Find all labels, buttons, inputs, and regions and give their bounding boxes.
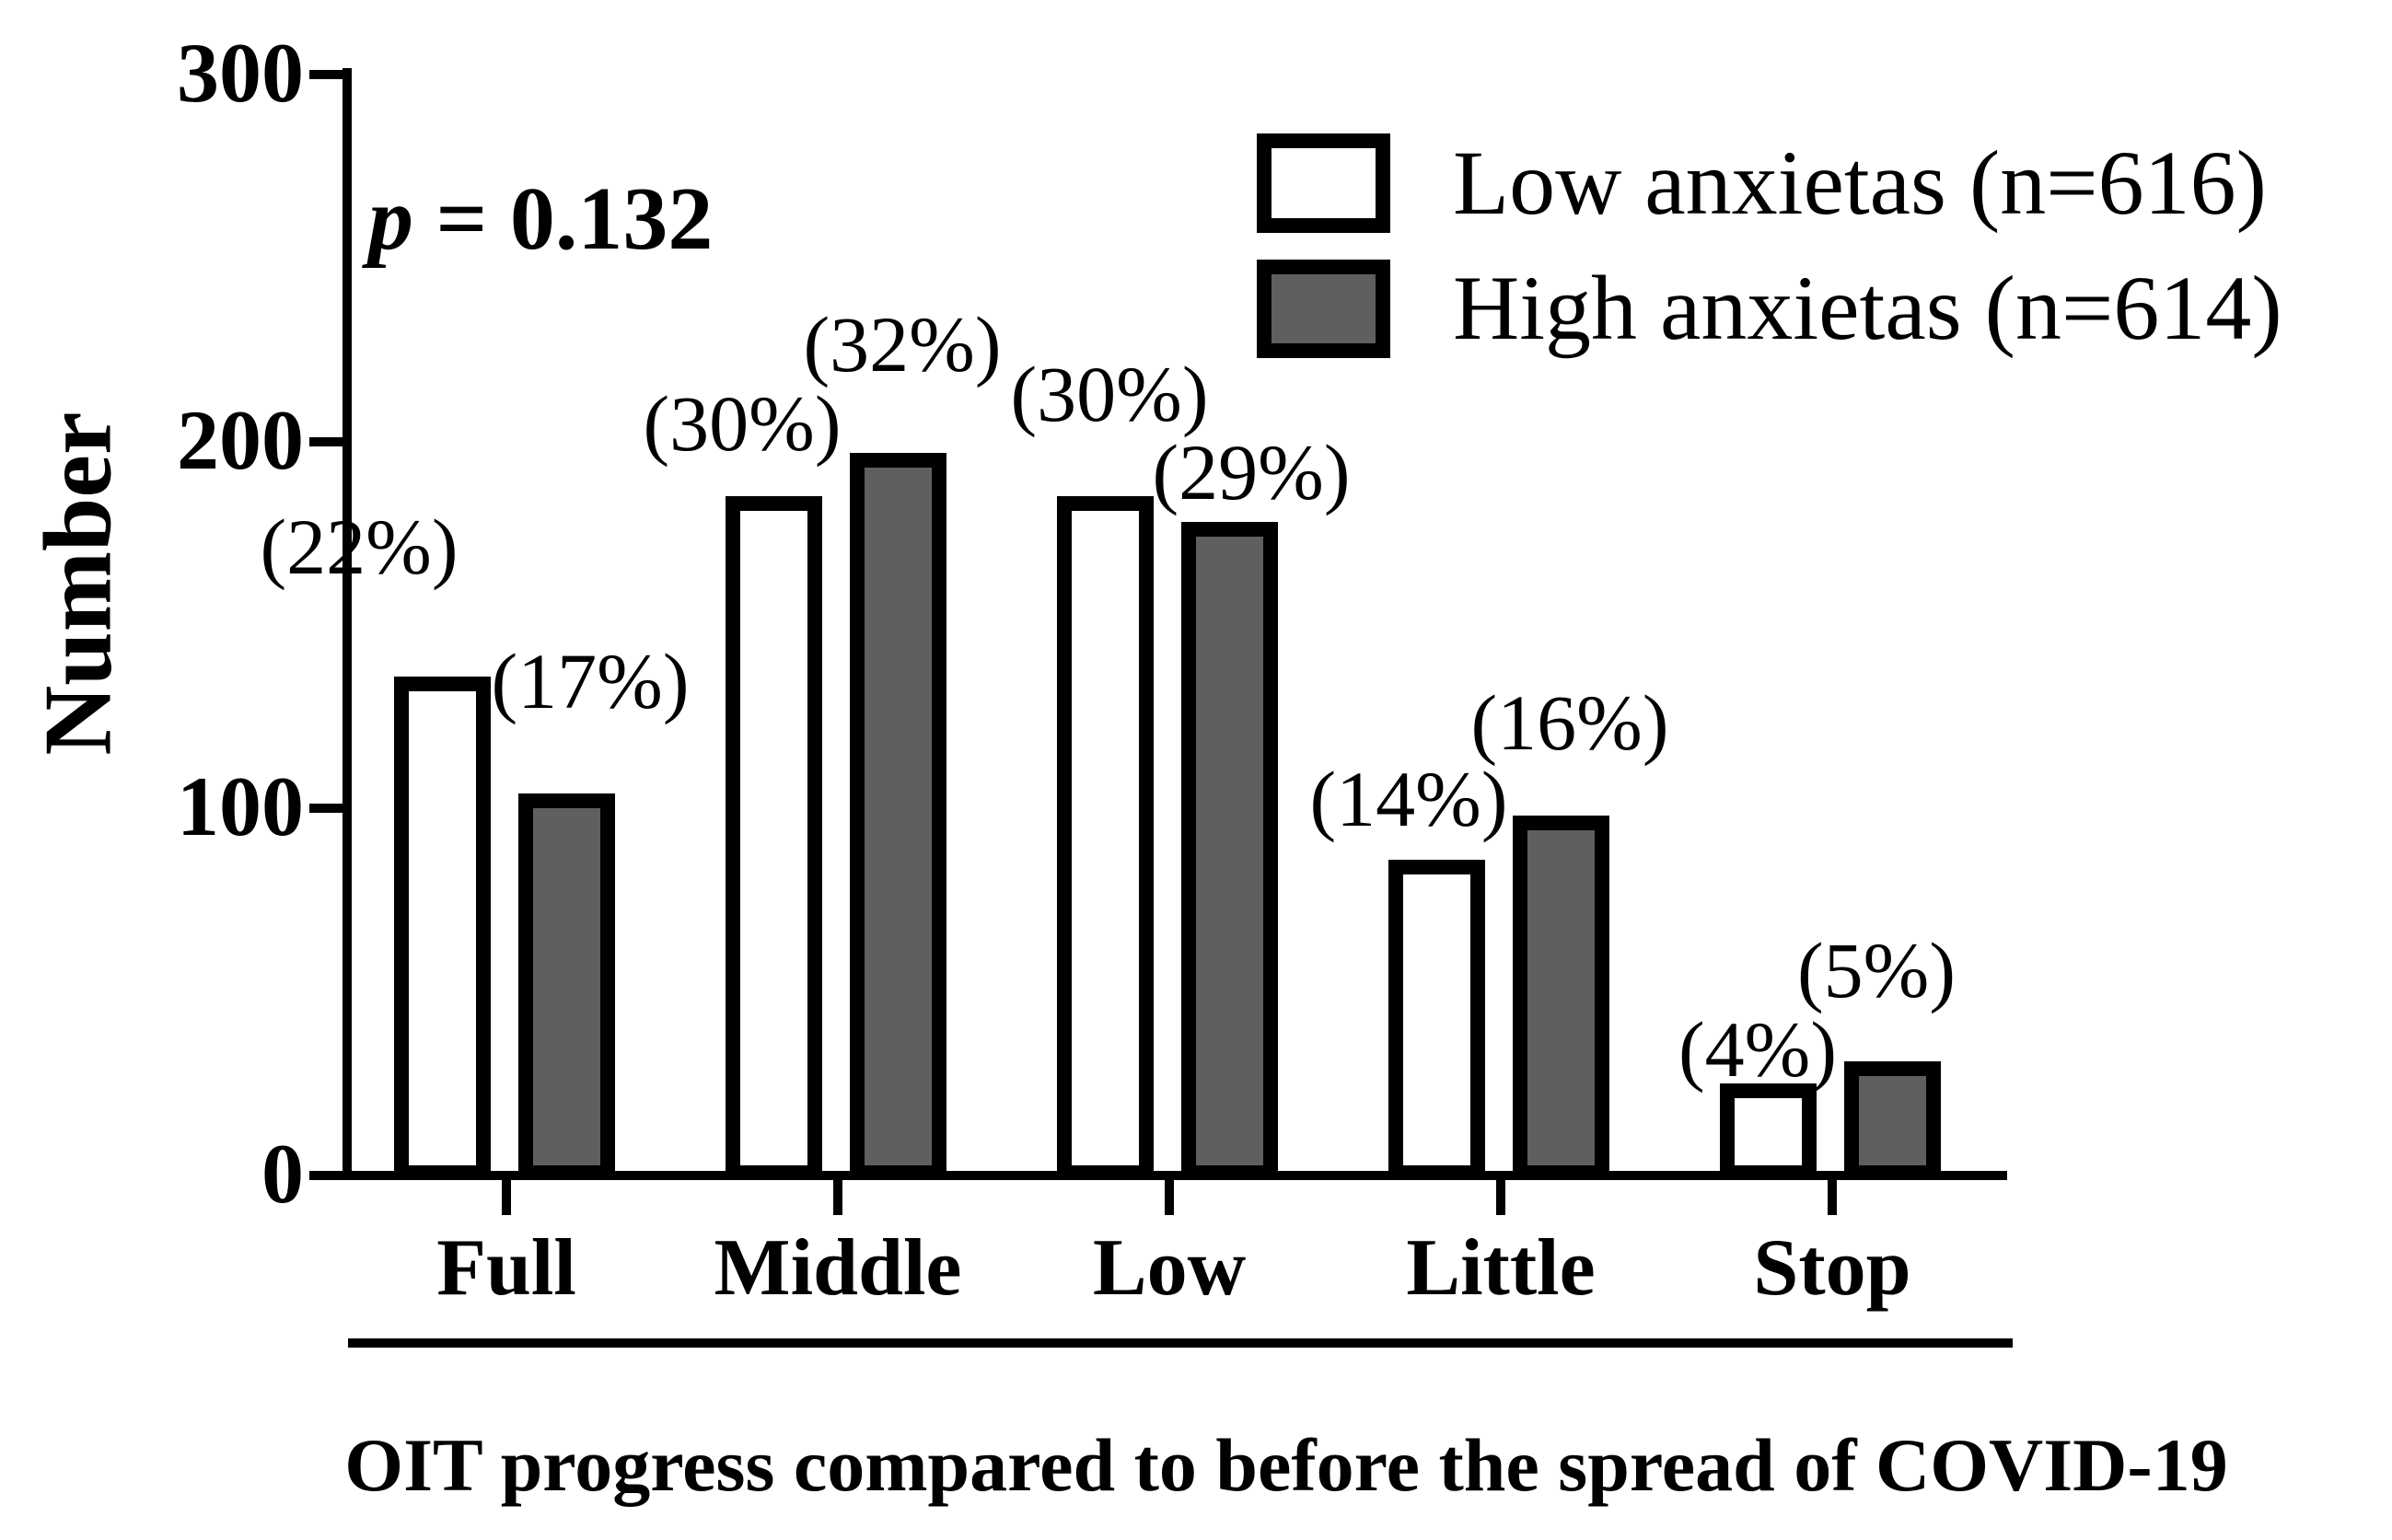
percent-label-high-anxietas-low: (29%) <box>1152 428 1351 516</box>
x-tick <box>1496 1180 1505 1215</box>
bar-low-anxietas-full <box>394 676 491 1180</box>
x-axis-category-label: Full <box>436 1223 576 1313</box>
legend-label-low-anxietas: Low anxietas (n=616) <box>1453 132 2267 234</box>
percent-label-low-anxietas-middle: (30%) <box>643 379 842 468</box>
y-tick <box>309 436 343 446</box>
percent-label-high-anxietas-stop: (5%) <box>1797 926 1956 1014</box>
x-axis-separator-line <box>348 1338 2013 1348</box>
y-tick <box>309 69 343 79</box>
bar-low-anxietas-stop <box>1720 1083 1817 1180</box>
p-symbol: p <box>368 169 413 269</box>
y-tick-label: 200 <box>177 392 304 487</box>
y-axis-title: Number <box>23 411 132 756</box>
bar-high-anxietas-stop <box>1844 1061 1941 1180</box>
p-value-annotation: p = 0.132 <box>368 174 713 264</box>
x-axis-title: OIT progress compared to before the spre… <box>344 1423 2228 1507</box>
bar-low-anxietas-low <box>1057 496 1154 1180</box>
x-axis-category-label: Middle <box>714 1223 962 1313</box>
bar-high-anxietas-low <box>1181 522 1278 1180</box>
x-axis-category-label: Little <box>1406 1223 1596 1313</box>
percent-label-high-anxietas-full: (17%) <box>491 637 690 725</box>
y-tick <box>309 804 343 814</box>
bar-high-anxietas-full <box>518 793 615 1180</box>
legend-swatch-low-anxietas <box>1257 133 1390 233</box>
legend-swatch-high-anxietas <box>1257 260 1390 358</box>
percent-label-low-anxietas-little: (14%) <box>1309 755 1508 843</box>
x-tick <box>833 1180 842 1215</box>
y-tick-label: 300 <box>177 26 304 121</box>
bar-high-anxietas-middle <box>850 452 946 1180</box>
percent-label-low-anxietas-low: (30%) <box>1010 350 1209 438</box>
percent-label-low-anxietas-full: (22%) <box>260 503 459 591</box>
y-tick <box>309 1171 343 1180</box>
x-tick <box>1165 1180 1174 1215</box>
bar-high-anxietas-little <box>1513 816 1609 1180</box>
legend-label-high-anxietas: High anxietas (n=614) <box>1453 257 2282 359</box>
x-axis-category-label: Low <box>1092 1223 1247 1313</box>
y-tick-label: 100 <box>177 759 304 854</box>
bar-low-anxietas-middle <box>726 496 822 1180</box>
y-axis-line <box>343 68 352 1180</box>
percent-label-high-anxietas-little: (16%) <box>1470 678 1669 767</box>
x-axis-line <box>343 1171 2007 1180</box>
x-tick <box>1828 1180 1837 1215</box>
x-tick <box>502 1180 511 1215</box>
p-value-rest: = 0.132 <box>413 169 714 269</box>
y-tick-label: 0 <box>261 1127 304 1222</box>
bar-low-anxietas-little <box>1388 860 1485 1180</box>
x-axis-category-label: Stop <box>1753 1223 1911 1313</box>
percent-label-high-anxietas-middle: (32%) <box>803 300 1002 388</box>
percent-label-low-anxietas-stop: (4%) <box>1678 1005 1837 1094</box>
